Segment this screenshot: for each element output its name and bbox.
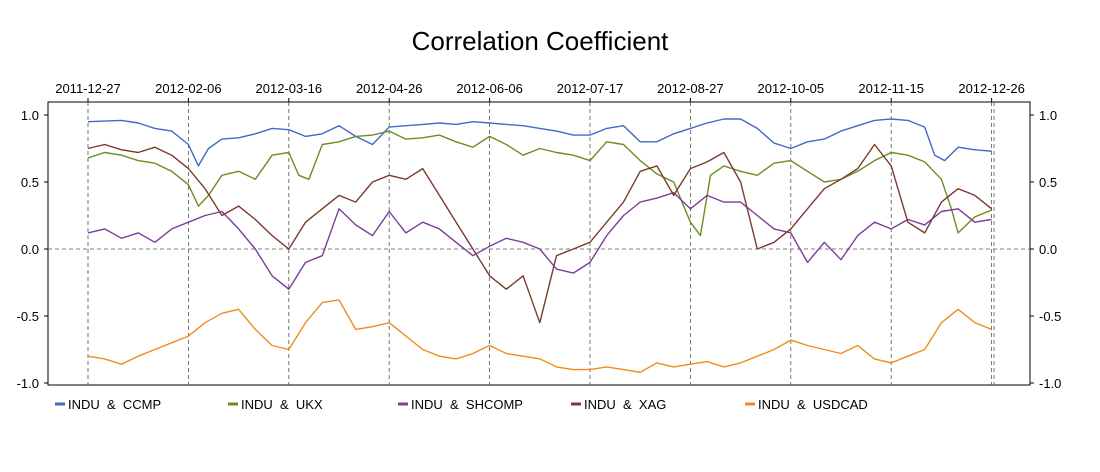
chart-title: Correlation Coefficient: [412, 26, 670, 56]
legend-label-0: INDU & CCMP: [68, 397, 161, 412]
x-tick-label: 2012-02-06: [155, 81, 222, 96]
y-tick-label-left: 0.5: [21, 175, 39, 190]
y-tick-label-left: 0.0: [21, 242, 39, 257]
grid-lines: [48, 102, 1030, 385]
series-line-1: [87, 130, 992, 237]
y-tick-label-right: -1.0: [1039, 376, 1061, 391]
x-tick-label: 2011-12-27: [55, 81, 121, 96]
series-line-3: [87, 143, 993, 324]
y-tick-label-right: 0.5: [1039, 175, 1057, 190]
x-tick-label: 2012-07-17: [557, 81, 624, 96]
y-tick-label-left: 1.0: [21, 108, 39, 123]
y-tick-label-right: 0.0: [1039, 242, 1057, 257]
legend-label-3: INDU & XAG: [584, 397, 666, 412]
axis-ticks: 2011-12-27 2012-02-06 2012-03-16 2012-04-26…: [17, 81, 1062, 391]
legend: INDU & CCMP INDU & UKX INDU & SHCOMP INDU &…: [55, 397, 868, 412]
series-lines: [87, 118, 993, 373]
legend-label-1: INDU & UKX: [241, 397, 323, 412]
x-tick-label: 2012-10-05: [758, 81, 825, 96]
legend-label-2: INDU & SHCOMP: [411, 397, 523, 412]
y-tick-label-left: -1.0: [17, 376, 39, 391]
series-line-0: [87, 118, 992, 167]
x-tick-label: 2012-06-06: [456, 81, 523, 96]
series-line-4: [87, 299, 992, 373]
series-line-2: [87, 191, 992, 290]
x-tick-label: 2012-03-16: [256, 81, 323, 96]
plot-area-frame: [47, 101, 1031, 386]
x-tick-label: 2012-04-26: [356, 81, 423, 96]
legend-label-4: INDU & USDCAD: [758, 397, 868, 412]
y-tick-label-left: -0.5: [17, 309, 39, 324]
x-tick-label: 2012-12-26: [958, 81, 1025, 96]
x-tick-label: 2012-08-27: [657, 81, 724, 96]
y-tick-label-right: 1.0: [1039, 108, 1057, 123]
x-tick-label: 2012-11-15: [858, 81, 924, 96]
y-tick-label-right: -0.5: [1039, 309, 1061, 324]
